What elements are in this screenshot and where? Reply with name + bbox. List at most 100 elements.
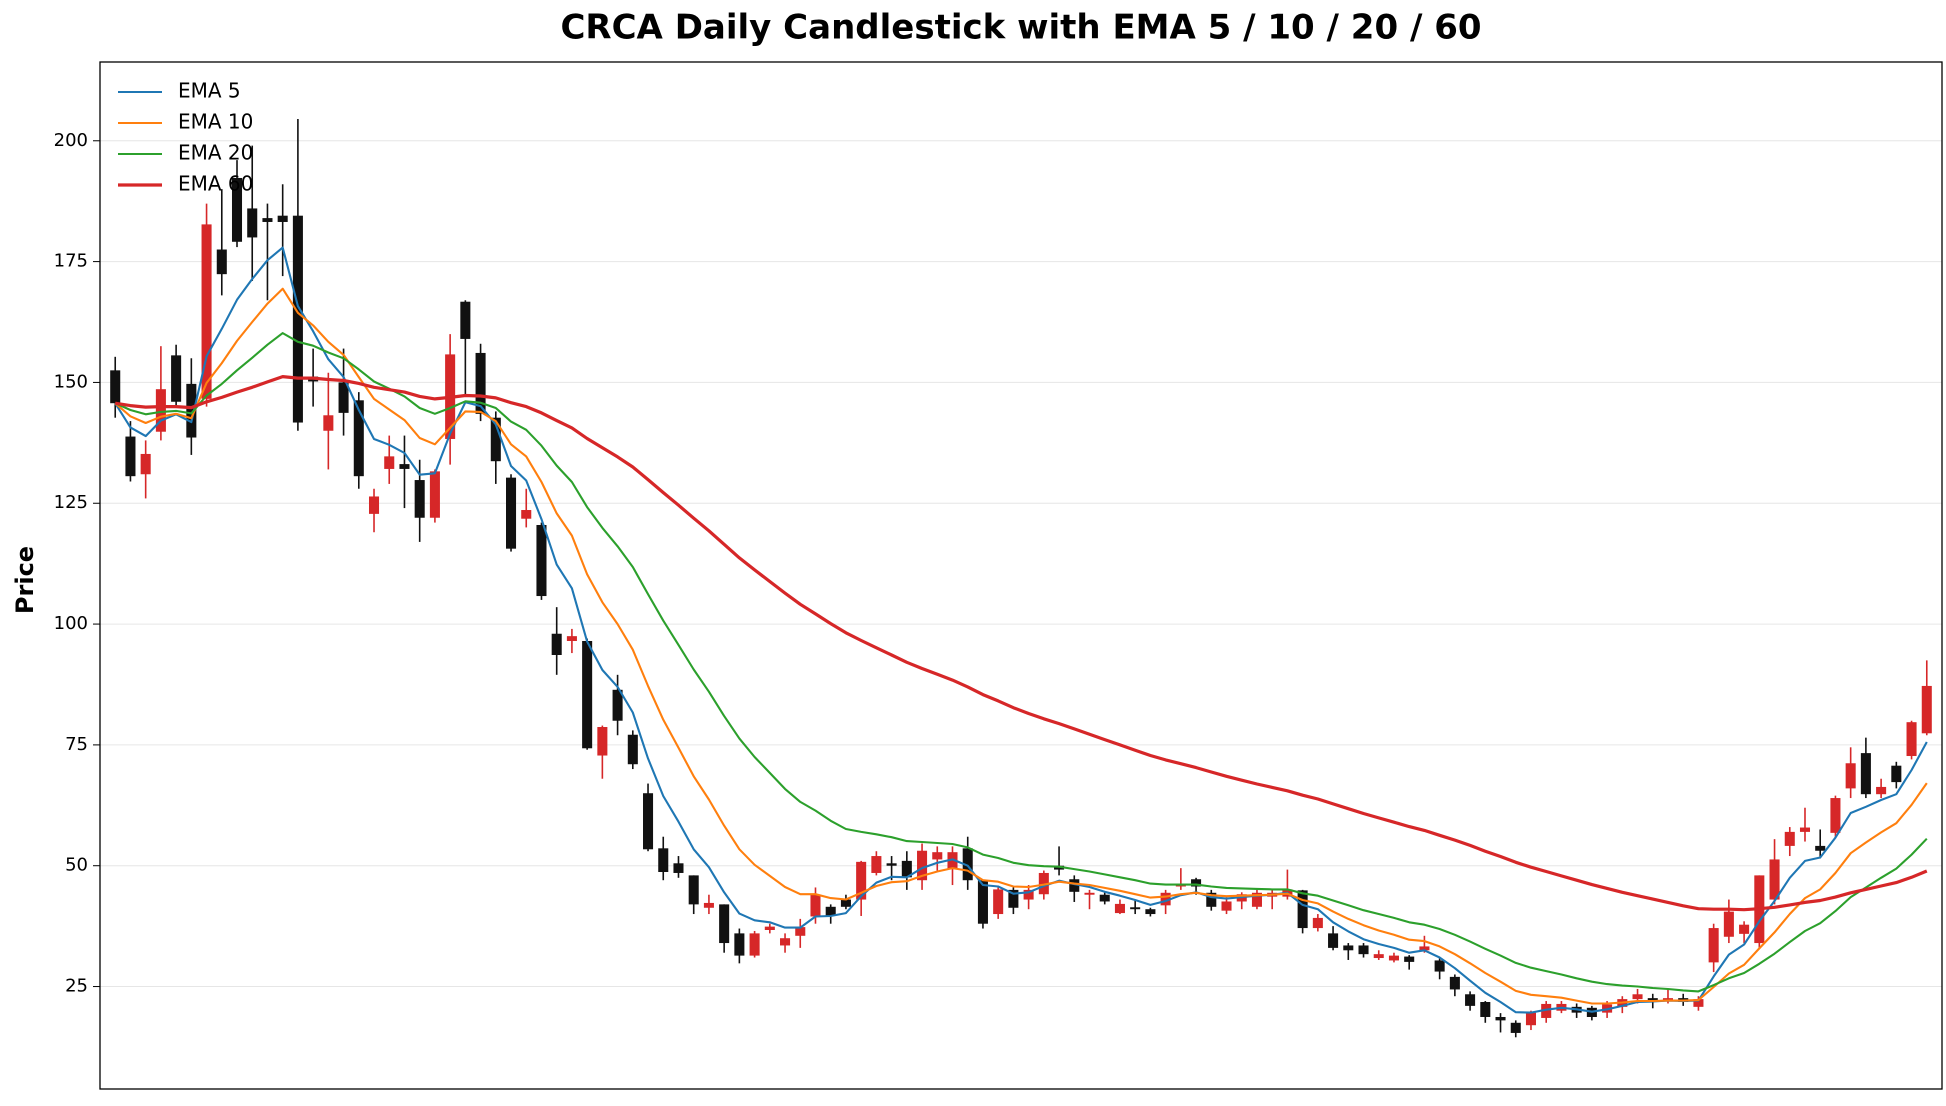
candle-body: [475, 352, 486, 414]
candle-body: [292, 215, 303, 423]
candle-body: [1815, 845, 1826, 851]
ema-line: [114, 287, 1928, 1005]
candle-body: [338, 382, 349, 413]
y-tick-label: 50: [65, 855, 88, 876]
candle-body: [277, 215, 288, 222]
candle-body: [795, 927, 806, 936]
y-tick-label: 75: [65, 734, 88, 755]
candle-body: [1206, 892, 1217, 907]
ema-line: [114, 246, 1928, 1014]
candle-body: [856, 861, 867, 900]
candle-body: [627, 734, 638, 765]
candle-body: [993, 889, 1004, 915]
candle-body: [977, 880, 988, 924]
candle-body: [353, 400, 364, 477]
candle-body: [155, 389, 166, 432]
candle-body: [947, 852, 958, 870]
candle-body: [1541, 1003, 1552, 1018]
candle-body: [1921, 685, 1932, 734]
y-tick-label: 175: [54, 251, 88, 272]
candle-body: [1465, 994, 1476, 1006]
candle-body: [536, 524, 547, 597]
candle-body: [1312, 917, 1323, 929]
candle-body: [1891, 765, 1902, 783]
candle-body: [1023, 889, 1034, 900]
candle-body: [1114, 903, 1125, 914]
legend-label: EMA 5: [178, 79, 241, 103]
candle-body: [673, 863, 684, 873]
plot-frame: [99, 61, 1943, 1090]
chart-title: CRCA Daily Candlestick with EMA 5 / 10 /…: [560, 8, 1481, 48]
candle-body: [780, 938, 791, 946]
candle-body: [901, 860, 912, 878]
candle-body: [597, 727, 608, 756]
candle-body: [262, 218, 273, 222]
candle-body: [490, 417, 501, 462]
candle-body: [1008, 889, 1019, 908]
candle-body: [368, 496, 380, 514]
candle-body: [110, 370, 121, 404]
y-tick-label: 25: [65, 976, 88, 997]
candle-body: [1069, 879, 1080, 892]
candle-body: [1662, 998, 1674, 1001]
y-tick-label: 200: [54, 130, 88, 151]
candle-body: [734, 933, 745, 956]
candle-body: [1099, 894, 1110, 902]
candle-body: [1373, 954, 1384, 959]
legend-label: EMA 20: [178, 141, 253, 165]
candle-body: [810, 894, 821, 917]
candle-body: [1358, 945, 1369, 955]
candle-body: [825, 906, 836, 916]
candle-body: [1799, 827, 1811, 832]
candle-body: [871, 856, 882, 873]
candle-body: [703, 902, 714, 908]
candle-body: [521, 510, 532, 519]
candle-body: [612, 689, 623, 721]
candle-body: [582, 640, 593, 749]
candle-body: [719, 904, 730, 944]
y-axis-label: Price: [11, 546, 39, 614]
candle-body: [247, 208, 258, 238]
candle-body: [1434, 960, 1445, 972]
candle-body: [429, 471, 440, 518]
candle-body: [643, 793, 654, 850]
candle-body: [1480, 1002, 1491, 1017]
candle-body: [384, 456, 395, 469]
candle-body: [1449, 976, 1460, 990]
candle-body: [1510, 1022, 1521, 1033]
candle-body: [506, 477, 517, 549]
candle-body: [1784, 831, 1795, 846]
ema-line: [114, 332, 1928, 993]
candle-body: [1145, 909, 1156, 915]
candle-body: [1343, 945, 1354, 951]
candle-body: [1647, 998, 1658, 1001]
candle-body: [932, 852, 943, 860]
candle-body: [1160, 892, 1171, 906]
candle-body: [886, 863, 897, 866]
candle-body: [1769, 859, 1780, 900]
candle-body: [917, 850, 928, 881]
candle-body: [1739, 924, 1750, 934]
candle-body: [460, 301, 471, 339]
candle-body: [1708, 928, 1719, 963]
candle-body: [551, 633, 562, 656]
candle-body: [764, 926, 775, 930]
candle-body: [1297, 890, 1308, 929]
candle-body: [1693, 999, 1704, 1007]
candle-body: [1084, 892, 1095, 895]
y-tick-label: 100: [54, 613, 88, 634]
candle-body: [1906, 722, 1917, 757]
candle-body: [1419, 946, 1430, 951]
candle-body: [749, 933, 760, 956]
candle-body: [962, 848, 973, 881]
candle-body: [840, 899, 851, 907]
candle-body: [399, 464, 410, 469]
candle-body: [658, 848, 669, 873]
candle-body: [688, 875, 699, 905]
candle-body: [1251, 892, 1262, 907]
candle-body: [186, 383, 197, 438]
candle-body: [1388, 955, 1399, 961]
candle-body: [323, 415, 334, 431]
